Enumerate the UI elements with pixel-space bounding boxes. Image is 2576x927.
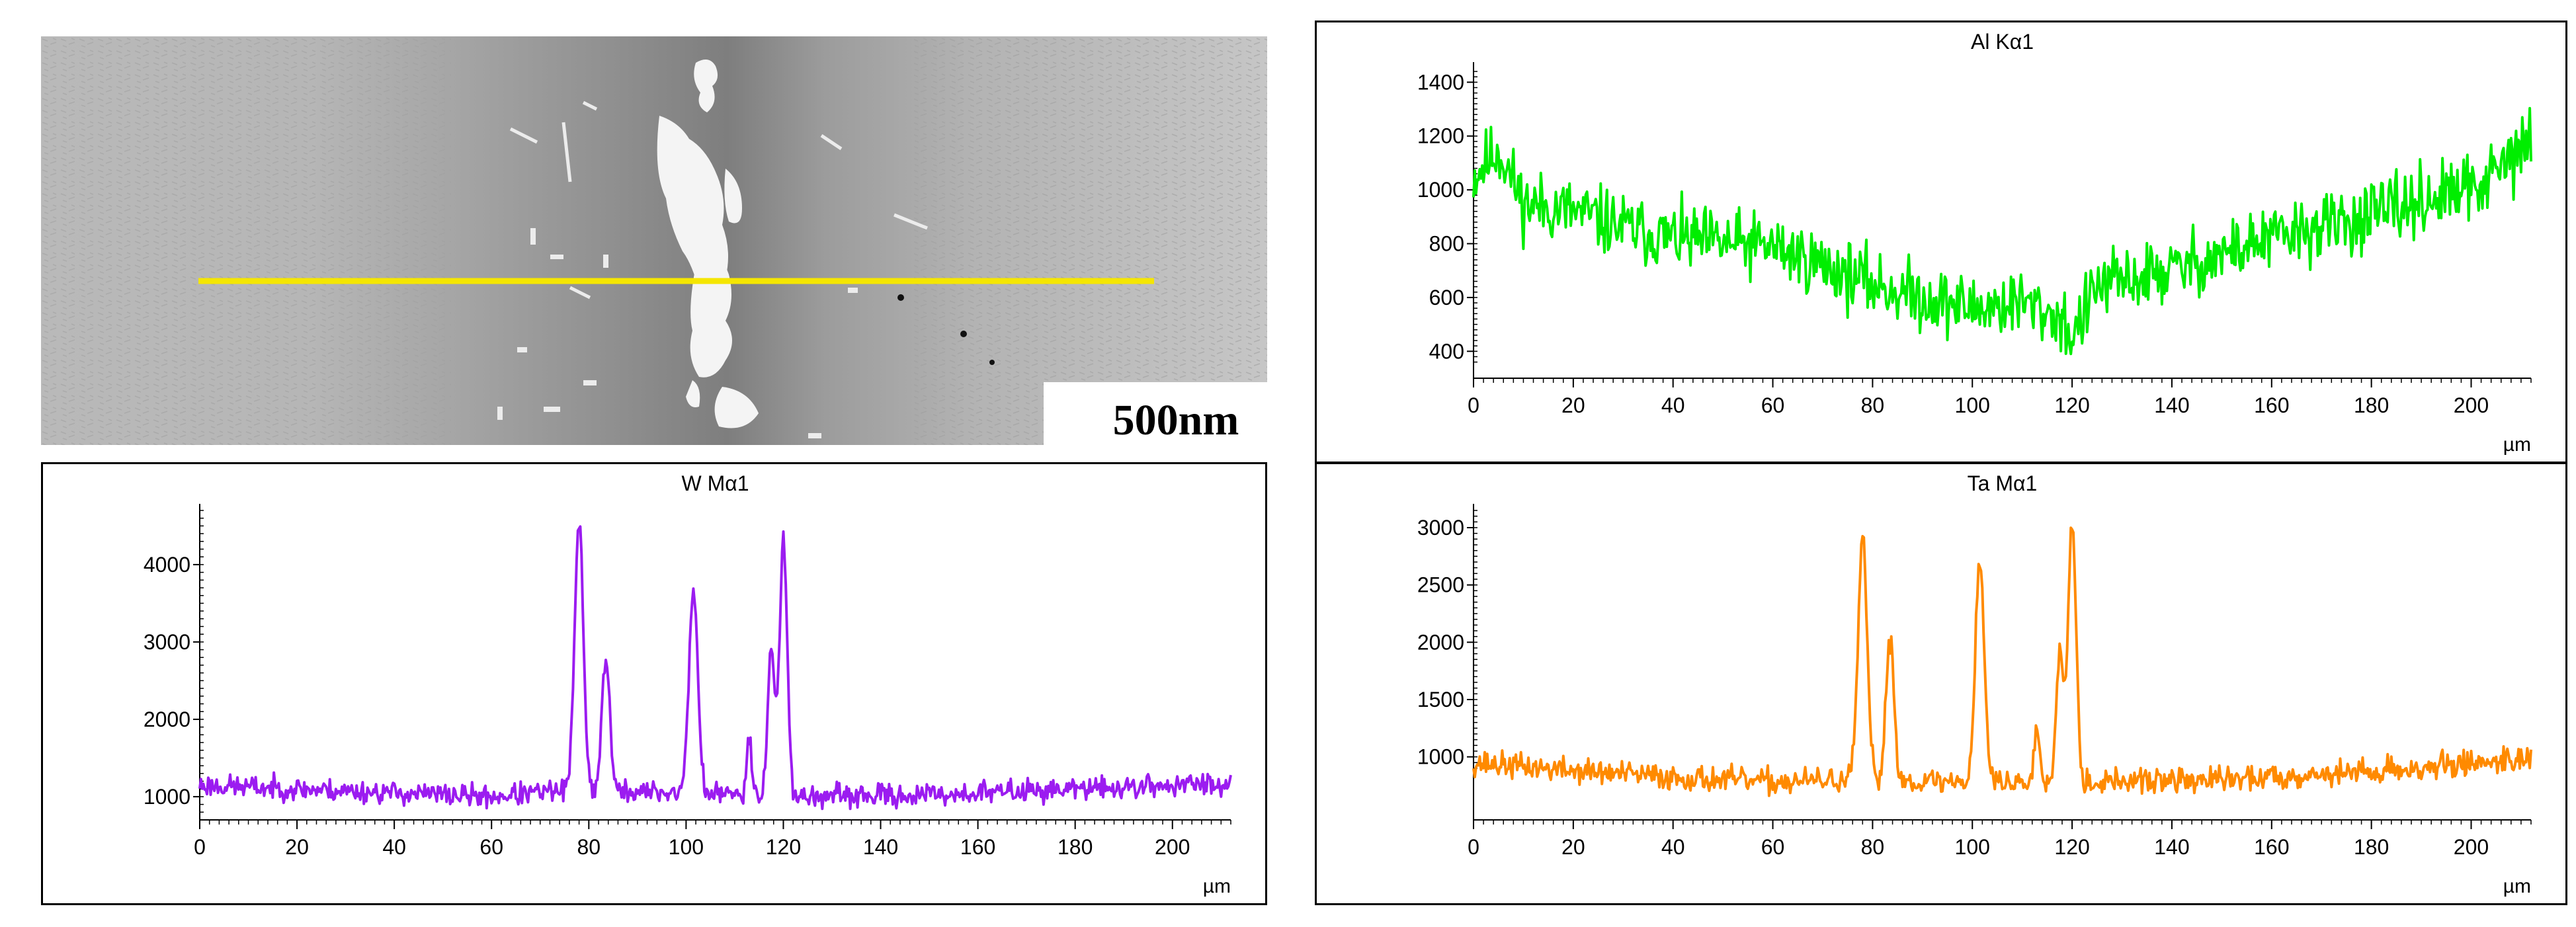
chart-title: Ta Mα1: [1968, 471, 2038, 495]
y-tick-label: 3000: [1417, 516, 1464, 540]
ta-ma1-chart-panel: Ta Mα1 1000 1500 2000 2500 3000 0 20 40 60 80 100 12…: [1315, 462, 2567, 905]
x-tick-label: 0: [1468, 835, 1479, 859]
dark-particle: [989, 360, 995, 365]
x-tick-label: 180: [1058, 835, 1093, 859]
ta-ma1-chart: Ta Mα1 1000 1500 2000 2500 3000 0 20 40 60 80 100 12…: [1417, 471, 2532, 897]
x-tick-label: 40: [1661, 393, 1685, 417]
y-tick-label: 2000: [1417, 630, 1464, 654]
x-tick-label: 20: [285, 835, 309, 859]
dot-precipitates: [497, 228, 858, 438]
w-ma1-chart: W Mα1 1000 2000 3000 4000 0 20 40 60 80 100 120 140 1…: [144, 471, 1232, 897]
x-axis-label: µm: [1203, 875, 1231, 897]
x-tick-label: 100: [669, 835, 704, 859]
chart-title: W Mα1: [681, 471, 749, 495]
al-ka1-chart-panel: Al Kα1 400 600 800 1000 1200 1400 0 20 40 60 80 100 1…: [1315, 20, 2567, 464]
x-tick-label: 120: [2054, 835, 2089, 859]
x-tick-label: 180: [2354, 835, 2389, 859]
w-ma1-chart-panel: W Mα1 1000 2000 3000 4000 0 20 40 60 80 100 120 140 1…: [41, 462, 1267, 905]
x-tick-label: 40: [1661, 835, 1685, 859]
x-tick-label: 80: [577, 835, 601, 859]
precipitates: [657, 60, 759, 428]
y-tick-label: 1200: [1417, 124, 1464, 148]
y-tick-label: 400: [1429, 339, 1464, 363]
y-tick-label: 2500: [1417, 573, 1464, 597]
x-tick-label: 160: [2254, 835, 2289, 859]
al-ka1-chart: Al Kα1 400 600 800 1000 1200 1400 0 20 40 60 80 100 1…: [1417, 30, 2532, 456]
x-tick-label: 0: [194, 835, 206, 859]
x-tick-label: 20: [1561, 393, 1585, 417]
x-tick-label: 120: [2054, 393, 2089, 417]
chart-title: Al Kα1: [1971, 30, 2034, 54]
dark-particle: [897, 294, 904, 301]
x-tick-label: 60: [479, 835, 503, 859]
scale-bar: 500nm: [1044, 382, 1267, 445]
x-tick-label: 60: [1761, 835, 1785, 859]
x-tick-label: 160: [2254, 393, 2289, 417]
x-tick-label: 200: [2454, 393, 2489, 417]
y-tick-label: 3000: [144, 630, 190, 654]
x-tick-label: 160: [960, 835, 995, 859]
x-tick-label: 140: [863, 835, 898, 859]
x-tick-label: 180: [2354, 393, 2389, 417]
x-axis-label: µm: [2503, 875, 2531, 897]
y-tick-label: 1000: [144, 785, 190, 809]
x-tick-label: 60: [1761, 393, 1785, 417]
x-tick-label: 140: [2154, 393, 2189, 417]
x-tick-label: 20: [1561, 835, 1585, 859]
x-tick-label: 120: [766, 835, 801, 859]
x-tick-label: 200: [2454, 835, 2489, 859]
y-tick-label: 800: [1429, 232, 1464, 256]
x-axis-label: µm: [2503, 434, 2531, 456]
needle-precipitates: [509, 101, 928, 300]
x-tick-label: 200: [1155, 835, 1190, 859]
y-tick-label: 1500: [1417, 688, 1464, 711]
series-line-al: [1472, 106, 2532, 356]
x-tick-label: 140: [2154, 835, 2189, 859]
micrograph-texture-right: [914, 36, 1267, 445]
series-line-ta: [1472, 526, 2532, 797]
series-line-w: [198, 525, 1232, 811]
micrograph-image: [41, 36, 1267, 445]
y-tick-label: 1000: [1417, 178, 1464, 202]
x-tick-label: 80: [1861, 835, 1885, 859]
micrograph-texture-left: [41, 36, 451, 445]
y-tick-label: 600: [1429, 286, 1464, 309]
x-tick-label: 40: [382, 835, 406, 859]
x-tick-label: 100: [1955, 393, 1990, 417]
scale-bar-label: 500nm: [1112, 396, 1239, 444]
x-tick-label: 0: [1468, 393, 1479, 417]
y-tick-label: 1400: [1417, 70, 1464, 94]
x-tick-label: 80: [1861, 393, 1885, 417]
y-tick-label: 1000: [1417, 745, 1464, 769]
x-tick-label: 100: [1955, 835, 1990, 859]
y-tick-label: 4000: [144, 553, 190, 577]
sem-micrograph: 500nm: [41, 36, 1267, 445]
dark-particle: [960, 331, 967, 337]
y-tick-label: 2000: [144, 707, 190, 731]
